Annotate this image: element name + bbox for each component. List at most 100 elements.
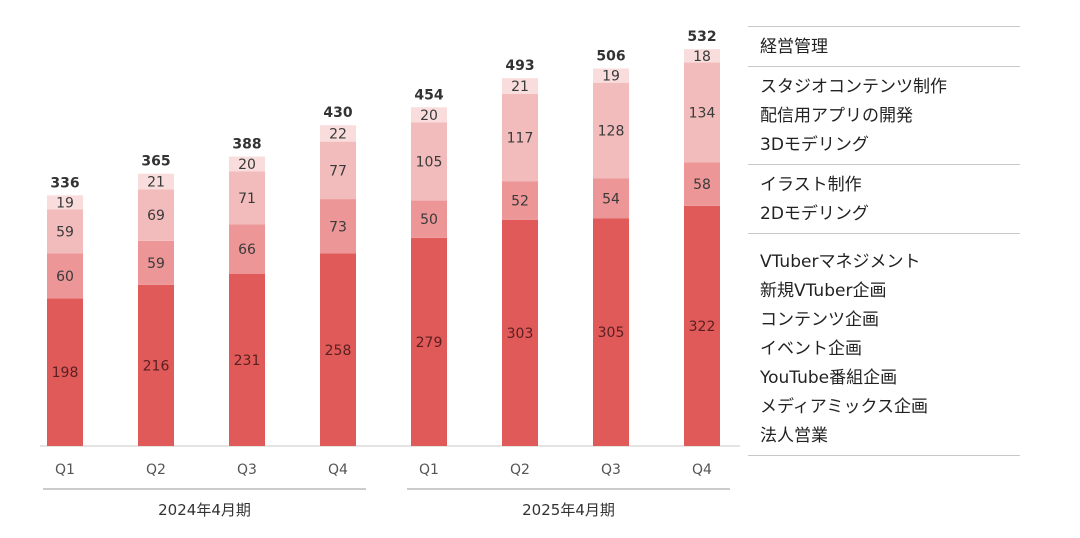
bar-segment xyxy=(684,205,720,446)
total-label: 365 xyxy=(141,154,170,170)
bar-segment xyxy=(502,219,538,446)
bar-segment xyxy=(138,189,174,241)
period-label: 2025年4月期 xyxy=(522,501,615,519)
legend-group-illustration: イラスト制作 2Dモデリング xyxy=(748,164,1020,233)
data-label: 198 xyxy=(52,365,79,381)
legend-item: コンテンツ企画 xyxy=(760,310,879,330)
data-label: 21 xyxy=(147,175,165,191)
x-tick-label: Q1 xyxy=(55,462,75,478)
data-label: 58 xyxy=(693,177,711,193)
data-label: 73 xyxy=(329,219,347,235)
bar-segment xyxy=(47,195,83,210)
data-label: 66 xyxy=(238,242,256,258)
legend-item: 新規VTuber企画 xyxy=(760,281,887,301)
legend: 経営管理 スタジオコンテンツ制作 配信用アプリの開発 3Dモデリング イラスト制… xyxy=(748,26,1020,456)
bar-segment xyxy=(502,78,538,94)
bar-segment xyxy=(411,122,447,201)
total-label: 430 xyxy=(323,105,352,121)
bar-segment xyxy=(502,181,538,220)
x-tick-label: Q4 xyxy=(328,462,348,478)
legend-item: イベント企画 xyxy=(760,339,862,359)
x-tick-label: Q2 xyxy=(146,462,166,478)
legend-item: 2Dモデリング xyxy=(760,204,869,224)
data-label: 19 xyxy=(56,195,74,211)
total-label: 532 xyxy=(687,29,716,45)
bar-segment xyxy=(320,141,356,200)
bar-segment xyxy=(320,199,356,254)
legend-item: YouTube番組企画 xyxy=(760,368,898,388)
stacked-bar-chart: 198 60 59 19 336 Q1 216 59 69 21 365 Q2 231 66 71 20 388… xyxy=(40,29,740,519)
data-label: 71 xyxy=(238,191,256,207)
data-label: 303 xyxy=(507,326,534,342)
legend-item: スタジオコンテンツ制作 xyxy=(760,77,947,97)
data-label: 231 xyxy=(234,353,261,369)
bar-segment xyxy=(684,162,720,206)
x-tick-label: Q3 xyxy=(237,462,257,478)
data-label: 59 xyxy=(56,225,74,241)
bar-segment xyxy=(593,68,629,83)
legend-item: イラスト制作 xyxy=(760,175,862,195)
data-label: 128 xyxy=(598,123,625,139)
bar-segment xyxy=(47,298,83,446)
data-label: 216 xyxy=(143,358,170,374)
data-label: 59 xyxy=(147,256,165,272)
bar-segment xyxy=(593,218,629,446)
bar-segment xyxy=(138,173,174,190)
data-label: 69 xyxy=(147,208,165,224)
data-label: 22 xyxy=(329,126,347,142)
x-tick-label: Q1 xyxy=(419,462,439,478)
x-tick-label: Q2 xyxy=(510,462,530,478)
data-label: 105 xyxy=(416,154,443,170)
total-label: 388 xyxy=(232,137,261,153)
bar-segment xyxy=(320,253,356,446)
legend-item: VTuberマネジメント xyxy=(760,252,921,272)
data-label: 60 xyxy=(56,269,74,285)
bar-segment xyxy=(502,93,538,182)
legend-group-studio: スタジオコンテンツ制作 配信用アプリの開発 3Dモデリング xyxy=(748,66,1020,164)
total-label: 506 xyxy=(596,49,625,65)
data-label: 279 xyxy=(416,335,443,351)
data-label: 18 xyxy=(693,49,711,65)
legend-item: 法人営業 xyxy=(760,426,828,446)
bar-segment xyxy=(47,209,83,254)
data-label: 20 xyxy=(420,108,438,124)
total-label: 493 xyxy=(505,58,534,74)
bar-segment xyxy=(229,273,265,446)
legend-item: 3Dモデリング xyxy=(760,135,869,155)
legend-item: 配信用アプリの開発 xyxy=(760,106,913,126)
bar-segment xyxy=(593,178,629,219)
bar-segment xyxy=(320,125,356,142)
bar-segment xyxy=(684,49,720,63)
legend-group-management: 経営管理 xyxy=(748,26,1020,66)
data-label: 322 xyxy=(689,319,716,335)
data-label: 258 xyxy=(325,343,352,359)
bar-segment xyxy=(684,62,720,163)
data-label: 54 xyxy=(602,191,620,207)
legend-item: 経営管理 xyxy=(760,37,828,57)
bar-segment xyxy=(138,240,174,285)
bar-segment xyxy=(411,107,447,123)
data-label: 117 xyxy=(507,131,534,147)
data-label: 50 xyxy=(420,212,438,228)
bar-segment xyxy=(411,200,447,238)
x-tick-label: Q3 xyxy=(601,462,621,478)
data-label: 305 xyxy=(598,325,625,341)
bar-segment xyxy=(229,171,265,225)
legend-item: メディアミックス企画 xyxy=(760,397,928,417)
bar-segment xyxy=(138,284,174,446)
data-label: 77 xyxy=(329,163,347,179)
bar-segment xyxy=(229,224,265,274)
data-label: 134 xyxy=(689,106,716,122)
total-label: 454 xyxy=(414,87,443,103)
bar-segment xyxy=(229,156,265,172)
data-label: 52 xyxy=(511,194,529,210)
data-label: 19 xyxy=(602,69,620,85)
x-tick-label: Q4 xyxy=(692,462,712,478)
data-label: 21 xyxy=(511,79,529,95)
legend-group-vtuber: VTuberマネジメント 新規VTuber企画 コンテンツ企画 イベント企画 Y… xyxy=(748,233,1020,456)
data-label: 20 xyxy=(238,157,256,173)
period-label: 2024年4月期 xyxy=(158,501,251,519)
bar-segment xyxy=(411,237,447,446)
total-label: 336 xyxy=(50,175,79,191)
bar-segment xyxy=(593,82,629,179)
